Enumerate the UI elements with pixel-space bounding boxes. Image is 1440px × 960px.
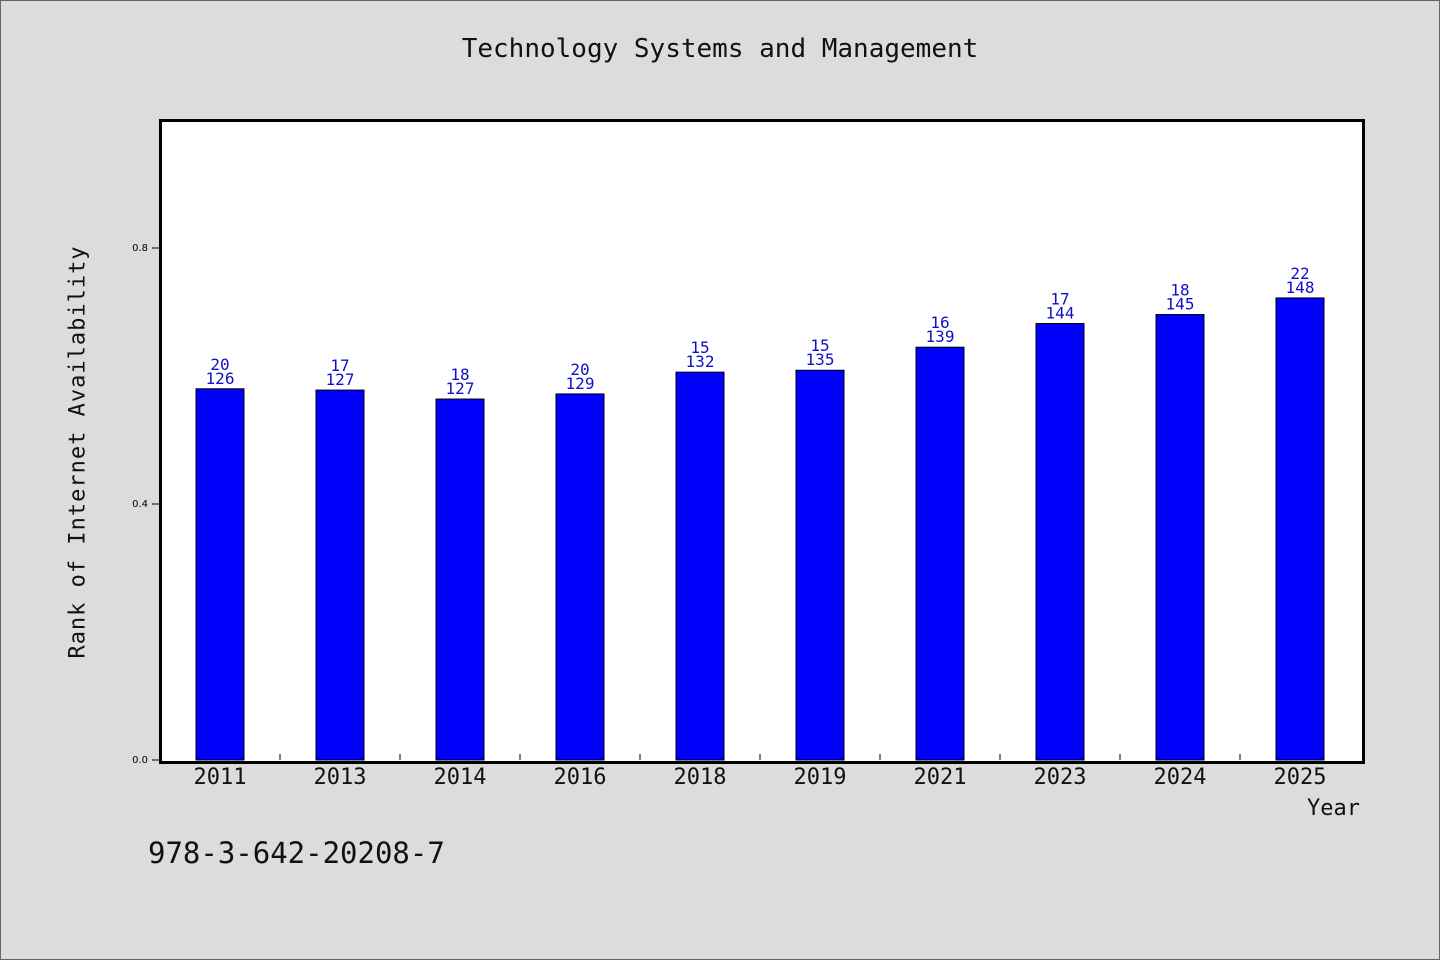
x-tick-label: 2014 bbox=[434, 765, 487, 790]
x-tick-label: 2019 bbox=[794, 765, 847, 790]
y-tick-label: 0.0 bbox=[132, 755, 148, 766]
data-label-top: 17 bbox=[330, 356, 349, 375]
data-label-top: 18 bbox=[1170, 281, 1189, 300]
x-tick-label: 2018 bbox=[674, 765, 727, 790]
x-tick-label: 2024 bbox=[1154, 765, 1207, 790]
x-tick-label: 2025 bbox=[1274, 765, 1327, 790]
data-label-bottom: 144 bbox=[1046, 304, 1075, 323]
x-tick-label: 2011 bbox=[194, 765, 247, 790]
isbn-text: 978-3-642-20208-7 bbox=[148, 836, 445, 870]
data-label-bottom: 135 bbox=[806, 350, 835, 369]
chart-title: Technology Systems and Management bbox=[461, 34, 979, 64]
bar bbox=[555, 393, 605, 761]
x-tick-label: 2023 bbox=[1034, 765, 1087, 790]
data-label-bottom: 148 bbox=[1286, 278, 1315, 297]
data-label-top: 18 bbox=[450, 365, 469, 384]
y-tick-label: 0.4 bbox=[132, 499, 148, 510]
data-label-bottom: 129 bbox=[566, 374, 595, 393]
data-label-top: 20 bbox=[570, 360, 589, 379]
bar bbox=[1035, 323, 1085, 761]
data-label-bottom: 126 bbox=[206, 369, 235, 388]
data-label-top: 15 bbox=[810, 336, 829, 355]
data-label-bottom: 132 bbox=[686, 352, 715, 371]
data-label-top: 17 bbox=[1050, 290, 1069, 309]
bar bbox=[795, 369, 845, 761]
x-tick-label: 2013 bbox=[314, 765, 367, 790]
bar bbox=[915, 346, 965, 761]
data-label-top: 15 bbox=[690, 338, 709, 357]
bar bbox=[1155, 314, 1205, 761]
data-label-top: 16 bbox=[930, 313, 949, 332]
data-label-top: 22 bbox=[1290, 264, 1309, 283]
y-tick-label: 0.8 bbox=[132, 243, 148, 254]
data-label-top: 20 bbox=[210, 355, 229, 374]
x-tick-label: 2016 bbox=[554, 765, 607, 790]
bar bbox=[1275, 297, 1325, 761]
x-axis-label: Year bbox=[1307, 796, 1360, 821]
bar bbox=[195, 388, 245, 761]
data-label-bottom: 127 bbox=[446, 379, 475, 398]
bar bbox=[675, 371, 725, 761]
bar bbox=[435, 398, 485, 761]
data-label-bottom: 127 bbox=[326, 370, 355, 389]
data-label-bottom: 139 bbox=[926, 327, 955, 346]
bar bbox=[315, 389, 365, 761]
data-label-bottom: 145 bbox=[1166, 295, 1195, 314]
x-tick-label: 2021 bbox=[914, 765, 967, 790]
